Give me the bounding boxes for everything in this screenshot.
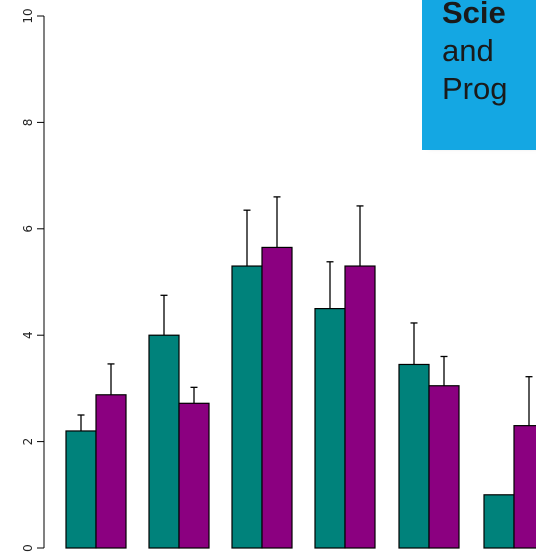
y-tick-label: 0 <box>21 544 35 552</box>
bars-group <box>65 196 536 549</box>
bar <box>428 385 460 549</box>
y-tick-label: 10 <box>21 8 35 23</box>
y-tick-label: 8 <box>21 119 35 127</box>
callout-line-1: Scie <box>442 0 506 30</box>
callout-box: Scie and Prog <box>422 0 536 150</box>
bar <box>314 308 346 549</box>
callout-line-3: Prog <box>442 71 508 106</box>
y-tick-label: 2 <box>21 438 35 446</box>
bar <box>483 494 515 549</box>
y-tick-label: 6 <box>21 225 35 233</box>
callout-line-2: and <box>442 33 494 68</box>
bar <box>344 265 376 549</box>
bar <box>231 265 263 549</box>
y-axis: 0 2 4 6 8 10 <box>21 8 45 552</box>
bar <box>261 246 293 549</box>
bar <box>148 334 180 549</box>
bar <box>65 430 97 549</box>
bar <box>513 425 536 549</box>
y-tick-label: 4 <box>21 331 35 339</box>
bar <box>178 402 210 549</box>
bar <box>398 363 430 549</box>
bar <box>95 394 127 549</box>
